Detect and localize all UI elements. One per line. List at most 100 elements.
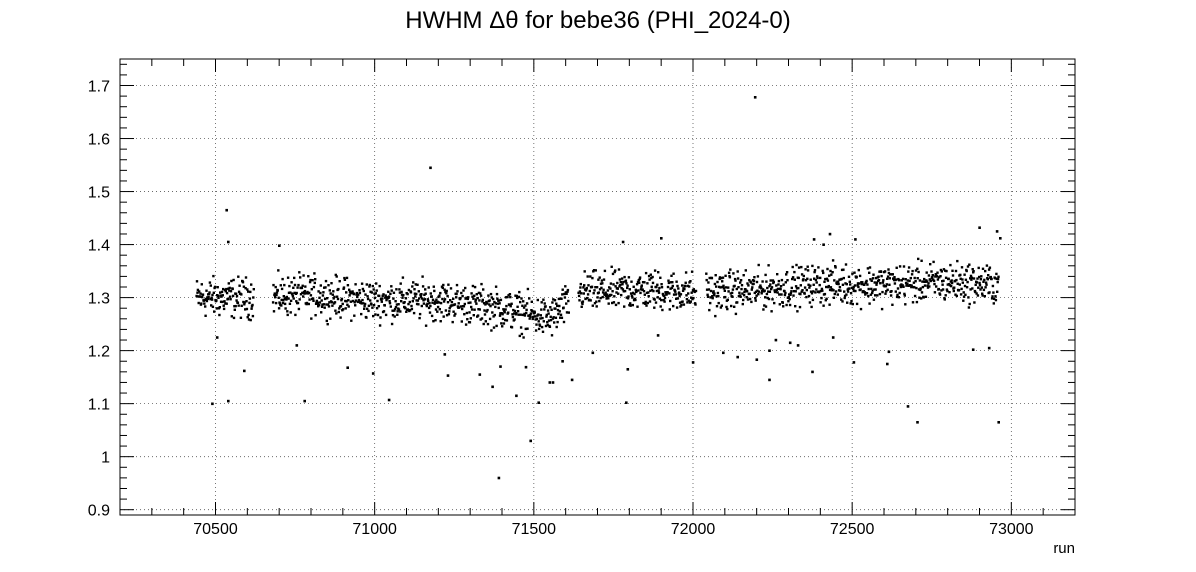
data-point [565,311,569,314]
data-point [915,300,919,304]
data-point [657,289,660,292]
data-point [357,293,360,296]
data-point [902,265,906,268]
data-point [811,298,815,302]
data-point [750,300,753,304]
data-point [303,289,307,293]
data-point [467,296,470,299]
data-point [807,294,811,298]
data-point [891,303,894,306]
data-point [819,301,822,304]
data-point [491,303,494,306]
data-point [705,272,708,275]
data-point [412,281,415,284]
data-point [797,286,800,290]
data-point [350,319,353,322]
data-point [714,274,717,277]
data-point [388,302,392,305]
data-point [974,283,977,286]
data-point [490,329,493,332]
data-point [928,285,931,288]
data-point [907,284,910,287]
data-point [563,292,566,296]
data-point [212,274,215,278]
data-point [201,293,205,296]
data-point [455,296,458,299]
data-point [424,292,427,295]
data-point [907,270,910,273]
data-point [680,303,683,307]
data-point [950,281,954,285]
data-point [466,318,469,321]
data-point [631,303,634,307]
data-point [462,305,466,308]
data-point [406,292,409,296]
data-point [763,289,766,292]
data-point [369,290,372,293]
data-point [407,288,411,292]
data-point [963,273,966,276]
data-point [419,295,423,298]
data-point [396,310,399,313]
data-point [803,286,807,289]
data-point [874,288,877,291]
data-point [826,267,829,271]
data-point [784,281,787,284]
data-point [551,317,555,320]
data-point [934,273,937,276]
data-point [892,278,896,282]
data-point [981,292,984,295]
data-point [856,282,860,285]
data-point [609,287,612,290]
data-point [282,295,285,298]
data-point [833,279,836,282]
data-point [582,292,585,295]
data-point [335,312,338,315]
data-point [465,311,469,315]
data-point [797,276,800,280]
data-point [871,291,874,295]
data-point [425,304,429,308]
data-point [325,319,328,323]
data-point [613,295,616,298]
data-point [867,287,870,291]
outlier-point [736,355,739,359]
data-point [878,292,882,296]
data-point [828,288,832,292]
data-point [779,288,782,291]
outlier-point [656,334,660,337]
data-point [223,288,227,292]
data-point [783,290,786,293]
data-point [504,308,507,311]
data-point [725,305,728,309]
data-point [660,286,664,289]
data-point [250,307,253,310]
data-point [440,311,443,314]
data-point [476,296,479,300]
data-point [561,288,564,291]
data-point [554,307,557,310]
data-point [441,297,444,301]
data-point [343,278,347,281]
data-point [417,290,420,293]
data-point [799,284,802,287]
data-point [631,296,634,299]
data-point [620,287,623,290]
data-point [881,281,885,284]
data-point [916,277,919,280]
data-point [663,296,667,300]
data-point [935,285,938,288]
data-point [875,283,878,286]
data-point [240,304,243,307]
data-point [499,298,503,302]
data-point [492,315,495,318]
data-point [508,303,511,307]
data-point [547,319,551,322]
data-point [547,312,550,315]
data-point [528,297,531,300]
data-point [747,284,750,287]
data-point [886,275,890,278]
data-point [769,283,772,286]
x-tick-labels: 70500 71000 71500 72000 72500 73000 [193,521,1033,538]
data-point [916,267,919,270]
